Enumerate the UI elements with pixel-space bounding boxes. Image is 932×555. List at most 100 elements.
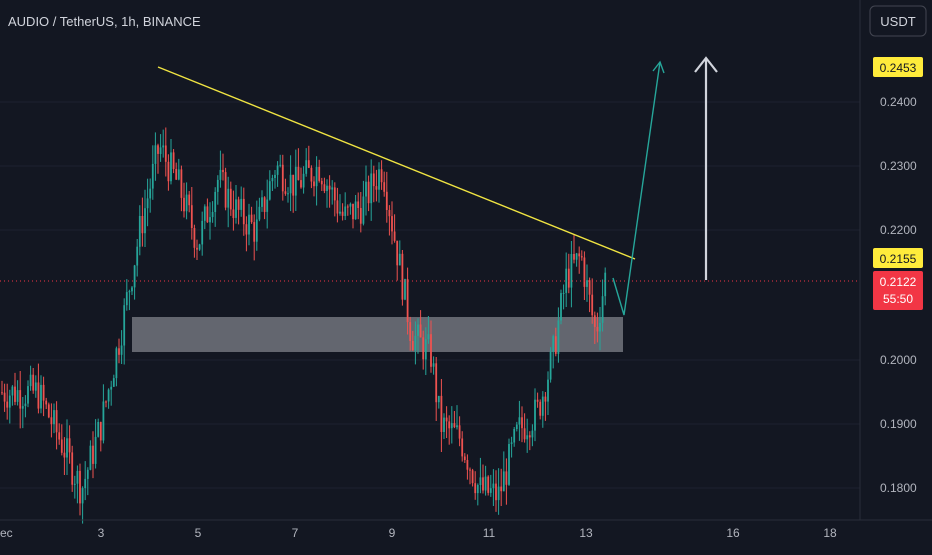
candle-body (580, 256, 583, 258)
candle-body (24, 403, 27, 407)
candle-body (487, 476, 490, 493)
candle-body (422, 337, 425, 360)
candle-body (123, 305, 126, 346)
candle-body (110, 386, 113, 390)
candle-body (448, 421, 451, 429)
candle-body (445, 417, 448, 422)
candle-body (578, 253, 581, 257)
candle-body (318, 166, 321, 181)
candle-body (417, 324, 419, 336)
candle-body (201, 220, 204, 245)
candle-body (240, 198, 243, 210)
candle-body (510, 442, 513, 444)
time-axis[interactable]: ec 3 5 7 9 11 13 16 18 (0, 526, 837, 540)
projection-path[interactable] (612, 61, 661, 316)
candle-body (68, 438, 71, 453)
candle-body (235, 199, 237, 218)
candle-body (146, 198, 149, 209)
level-price-label: 0.2155 (880, 252, 917, 266)
candle-body (549, 351, 552, 380)
candle-body (37, 382, 40, 409)
trendline[interactable] (157, 66, 636, 260)
candle-body (248, 214, 250, 235)
candle-body (203, 206, 206, 221)
candle-body (141, 216, 144, 234)
candle-body (456, 425, 458, 428)
candle-body (81, 488, 84, 504)
candle-body (97, 422, 100, 437)
candle-body (16, 390, 19, 402)
candle-body (284, 191, 287, 194)
candle-body (495, 483, 497, 501)
candle-body (359, 208, 362, 224)
candle-body (151, 163, 154, 189)
candle-body (105, 401, 107, 403)
candle-body (305, 160, 308, 174)
currency-button[interactable]: USDT (869, 5, 927, 37)
candle-body (177, 169, 180, 180)
candle-body (164, 145, 167, 162)
candle-body (339, 211, 341, 214)
candle-body (27, 386, 29, 404)
candle-body (302, 173, 305, 188)
candle-body (73, 483, 76, 485)
candle-body (287, 193, 289, 195)
candle-body (245, 224, 248, 235)
candle-body (573, 254, 575, 260)
time-tick: 9 (389, 526, 396, 540)
candle-body (539, 401, 542, 416)
target-price-badge: 0.2453 (873, 57, 923, 77)
candle-body (419, 324, 422, 338)
candle-body (209, 217, 211, 223)
candle-body (547, 379, 549, 402)
candle-body (450, 423, 453, 429)
candle-body (211, 212, 214, 218)
demand-zone[interactable] (132, 317, 623, 352)
candle-body (469, 469, 471, 471)
candle-body (500, 486, 503, 492)
candle-body (258, 206, 261, 220)
candle-body (84, 478, 87, 489)
candle-body (393, 231, 396, 241)
time-tick: 7 (292, 526, 299, 540)
level-price-badge: 0.2155 (873, 248, 923, 268)
chart-title: AUDIO / TetherUS, 1h, BINANCE (8, 14, 201, 29)
candle-body (523, 428, 526, 440)
candle-body (583, 257, 586, 287)
candle-body (432, 363, 435, 367)
candle-body (313, 181, 315, 187)
candle-body (11, 386, 14, 396)
target-arrow[interactable] (694, 56, 718, 280)
candle-body (19, 390, 22, 409)
candle-body (344, 206, 347, 216)
candle-body (294, 166, 297, 196)
price-axis[interactable]: 0.2400 0.2300 0.2200 0.2000 0.1900 0.180… (880, 95, 917, 495)
candle-body (521, 417, 523, 429)
candle-body (224, 172, 227, 208)
price-tick: 0.2400 (880, 95, 917, 109)
candle-body (596, 326, 599, 332)
candle-body (237, 199, 240, 210)
candle-body (289, 174, 292, 194)
candle-body (281, 164, 284, 192)
candle-body (180, 169, 183, 198)
candle-body (406, 279, 409, 323)
candle-body (3, 392, 6, 402)
candle-body (206, 206, 209, 223)
candle-body (528, 435, 531, 438)
candle-body (222, 169, 224, 173)
candle-body (149, 188, 152, 199)
candle-body (599, 322, 601, 332)
candle-body (94, 436, 97, 464)
candle-body (443, 417, 445, 432)
target-price-label: 0.2453 (880, 61, 917, 75)
candle-body (492, 483, 495, 489)
candle-body (586, 280, 588, 287)
candle-body (133, 265, 136, 288)
price-tick: 0.1900 (880, 417, 917, 431)
candle-body (391, 216, 393, 232)
time-tick: ec (0, 526, 13, 540)
candle-body (42, 384, 45, 401)
